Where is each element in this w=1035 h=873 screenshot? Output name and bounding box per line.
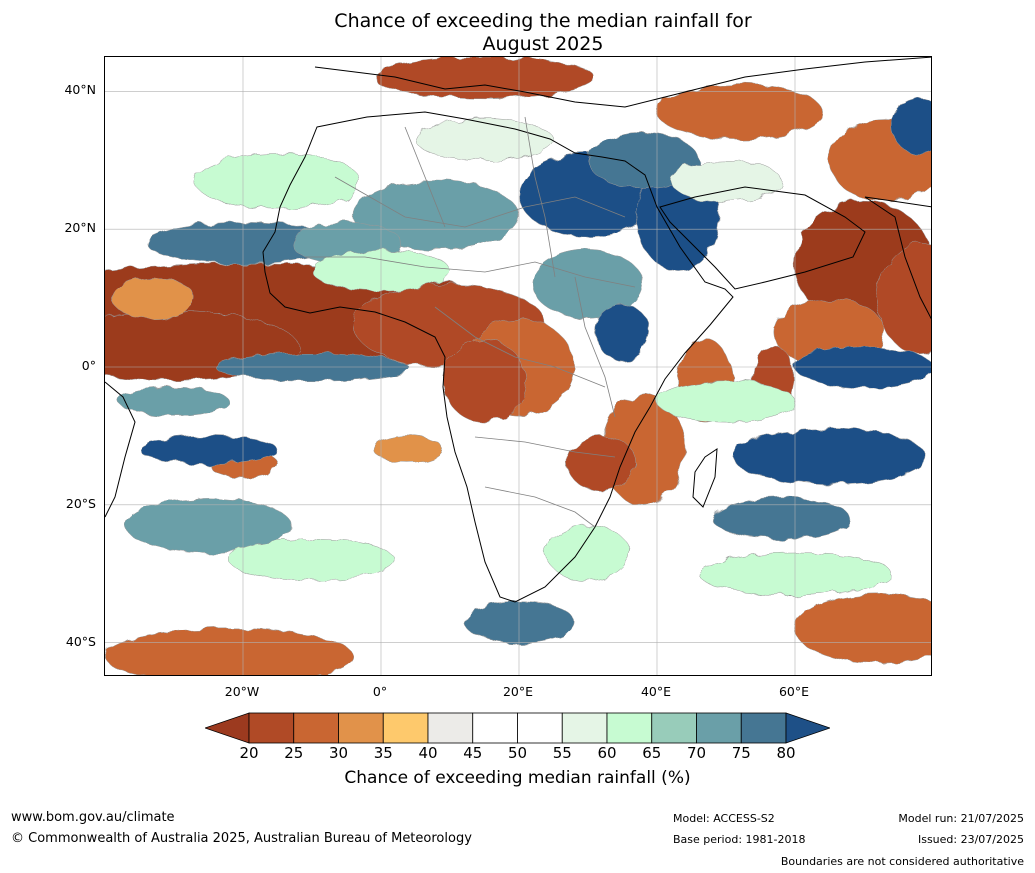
probability-field xyxy=(105,57,931,675)
probability-region xyxy=(373,435,444,464)
probability-region xyxy=(732,428,927,485)
probability-region xyxy=(139,435,278,464)
rainfall-probability-map xyxy=(105,57,931,675)
map-panel xyxy=(104,56,932,676)
europe-coastline xyxy=(314,57,931,108)
footer-disclaimer: Boundaries are not considered authoritat… xyxy=(780,855,1024,868)
colorbar xyxy=(205,712,830,744)
probability-region xyxy=(891,98,931,154)
probability-region xyxy=(194,153,361,209)
footer-issued: Issued: 23/07/2025 xyxy=(917,833,1024,846)
footer-copyright: © Commonwealth of Australia 2025, Austra… xyxy=(11,831,472,846)
footer-model: Model: ACCESS-S2 xyxy=(673,812,775,825)
colorbar-tick-label: 40 xyxy=(418,744,438,762)
latitude-label: 0° xyxy=(81,358,96,373)
colorbar-segment xyxy=(472,712,518,744)
arabia-coastline xyxy=(659,186,866,290)
border-line xyxy=(434,306,606,388)
border-line xyxy=(574,276,616,418)
country-borders xyxy=(305,116,636,528)
colorbar-segment xyxy=(517,712,563,744)
colorbar-segment xyxy=(740,712,787,744)
colorbar-segment xyxy=(338,712,384,744)
probability-region xyxy=(656,380,796,423)
probability-region xyxy=(594,304,651,361)
colorbar-tick-label: 55 xyxy=(552,744,572,762)
probability-region xyxy=(711,497,851,540)
colorbar-segment xyxy=(248,712,295,744)
colorbar-tick-label: 20 xyxy=(239,744,259,762)
latitude-label: 40°N xyxy=(64,82,96,98)
probability-region xyxy=(373,57,596,99)
border-line xyxy=(474,436,616,458)
map-title-line1: Chance of exceeding the median rainfall … xyxy=(334,10,752,32)
border-line xyxy=(334,176,626,228)
probability-region xyxy=(442,339,527,423)
longitude-label: 60°E xyxy=(778,684,810,699)
probability-region xyxy=(228,538,396,581)
colorbar-segment xyxy=(427,712,474,744)
colorbar-label: Chance of exceeding median rainfall (%) xyxy=(344,768,691,788)
longitude-label: 20°W xyxy=(224,684,260,699)
longitude-label: 40°E xyxy=(640,684,672,699)
border-line xyxy=(404,126,446,228)
south-america-coastline xyxy=(105,381,136,518)
colorbar-tick-label: 80 xyxy=(776,744,796,762)
probability-region xyxy=(567,435,637,492)
colorbar-tick-label: 50 xyxy=(507,744,528,762)
probability-region xyxy=(532,249,644,320)
probability-region xyxy=(670,160,782,202)
colorbar-high-extension xyxy=(785,712,830,744)
colorbar-tick-label: 35 xyxy=(373,744,393,762)
latitude-label: 40°S xyxy=(65,633,96,649)
colorbar-tick-label: 70 xyxy=(686,744,707,762)
colorbar-tick-label: 65 xyxy=(642,744,662,762)
latitude-label: 20°N xyxy=(64,220,96,236)
colorbar-low-extension xyxy=(205,712,250,744)
colorbar-tick-label: 75 xyxy=(731,744,751,762)
graticule xyxy=(105,57,931,675)
longitude-label: 20°E xyxy=(502,684,534,699)
longitude-label: 0° xyxy=(372,684,388,699)
probability-region xyxy=(587,132,699,189)
madagascar-coastline xyxy=(692,448,718,508)
probability-region xyxy=(125,497,292,554)
probability-region xyxy=(877,242,931,354)
colorbar-segment xyxy=(651,712,697,744)
coastlines xyxy=(105,57,931,603)
india-coastline xyxy=(864,196,931,320)
border-line xyxy=(524,116,556,278)
footer-model-run: Model run: 21/07/2025 xyxy=(898,812,1024,825)
colorbar-tick-label: 30 xyxy=(328,744,349,762)
latitude-label: 20°S xyxy=(65,495,96,511)
colorbar-tick-label: 25 xyxy=(284,744,304,762)
probability-region xyxy=(111,277,195,320)
colorbar-segment xyxy=(606,712,653,744)
colorbar-tick-label: 60 xyxy=(597,744,617,762)
border-line xyxy=(484,486,596,528)
footer-base-period: Base period: 1981-2018 xyxy=(673,833,806,846)
colorbar-segment xyxy=(293,712,339,744)
africa-coastline xyxy=(262,111,734,603)
colorbar-segment xyxy=(696,712,742,744)
footer-website: www.bom.gov.au/climate xyxy=(11,810,175,825)
probability-region xyxy=(415,118,554,161)
colorbar-segment xyxy=(561,712,608,744)
probability-region xyxy=(118,387,230,416)
probability-region xyxy=(105,628,354,675)
map-title-line2: August 2025 xyxy=(482,33,604,55)
colorbar-tick-label: 45 xyxy=(463,744,483,762)
border-line xyxy=(305,256,636,288)
colorbar-segment xyxy=(382,712,429,744)
probability-region xyxy=(546,525,630,581)
